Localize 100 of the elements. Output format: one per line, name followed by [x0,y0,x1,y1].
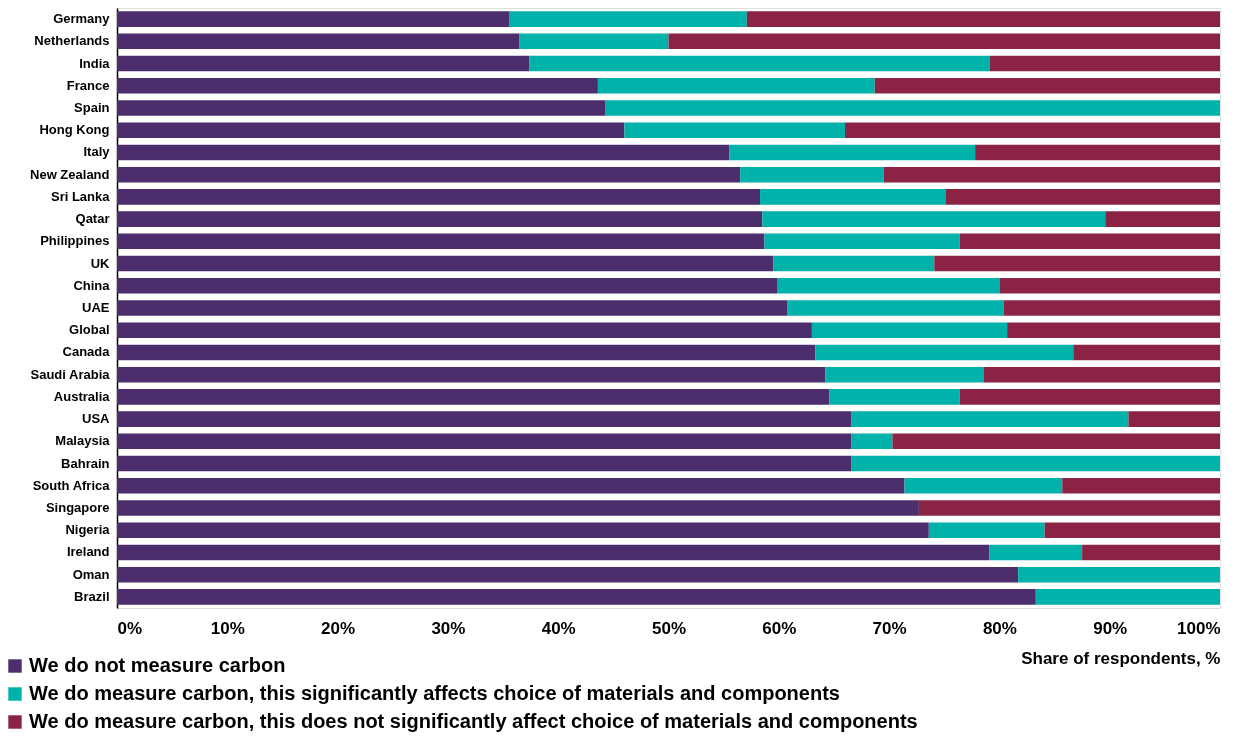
y-tick-label: India [79,55,111,71]
bar [1003,300,1220,316]
bar [928,522,1045,538]
bar [740,166,884,183]
bar [117,33,520,50]
bar [117,144,730,161]
bar [117,455,852,472]
y-tick-label: Global [69,322,110,338]
bar [117,389,830,405]
bar [117,278,778,294]
x-tick-label: 50% [651,618,687,638]
bar [1105,211,1220,227]
y-tick-label: Sri Lanka [50,188,111,204]
bar [1044,522,1220,538]
y-tick-label: Qatar [75,211,110,227]
y-tick-label: UK [90,255,111,271]
bar [851,455,1220,472]
bar [999,278,1220,294]
bar [519,33,669,50]
bar [874,78,1220,94]
bar [777,278,1000,294]
bar [117,366,826,383]
bar [746,11,1220,27]
x-tick-label: 40% [541,618,576,638]
x-tick-label: 100% [1177,618,1221,638]
legend-label: We do not measure carbon [29,654,286,676]
bar [851,411,1129,427]
x-tick-label: 60% [762,618,797,638]
y-tick-label: Ireland [66,544,110,560]
bar [764,233,960,250]
bar [1018,566,1220,583]
bar [117,433,852,450]
x-tick-label: 70% [872,618,907,638]
bar [117,478,905,494]
y-tick-label: Saudi Arabia [30,366,111,382]
bar [117,411,852,427]
y-tick-label: New Zealand [30,166,110,182]
y-tick-label: Spain [74,100,110,115]
bar [1062,478,1220,494]
bar [762,211,1106,227]
bar [117,122,625,138]
y-tick-label: Bahrain [61,455,110,471]
bar [117,300,788,316]
y-tick-label: Hong Kong [39,122,110,138]
bar [1007,322,1220,338]
x-axis-title: Share of respondents, % [1021,648,1221,668]
y-tick-label: UAE [82,300,110,315]
bar [624,122,845,138]
y-tick-label: Oman [72,566,110,582]
y-tick-label: Brazil [74,588,110,604]
bar [117,233,765,250]
bar [760,189,946,205]
bar [668,33,1220,50]
bar [597,78,875,94]
bar [773,255,935,272]
legend-label: We do measure carbon, this significantly affects choice of materials and components [29,682,840,704]
bar [975,144,1220,161]
bar [844,122,1220,138]
y-tick-label: Singapore [45,500,110,515]
bar [117,166,741,183]
bar [117,189,761,205]
bar [945,189,1220,205]
bar [825,366,984,383]
bar [117,344,816,361]
y-tick-label: South Africa [32,477,111,493]
y-tick-label: Netherlands [34,33,110,49]
bar [117,322,812,338]
y-tick-label: France [66,77,110,93]
bar [1128,411,1220,427]
bar [117,544,990,561]
bar [959,389,1220,405]
y-tick-label: Malaysia [55,433,111,449]
bar [729,144,976,161]
bar [509,11,747,27]
bar [904,478,1063,494]
y-tick-label: Australia [53,388,111,404]
x-tick-label: 20% [321,618,356,638]
bar [117,255,774,272]
y-tick-label: Philippines [40,233,110,249]
bar [605,100,1220,116]
bar [117,566,1019,583]
bar [851,433,893,450]
bar [1035,589,1220,605]
bar [117,589,1036,605]
y-tick-label: Germany [53,11,111,27]
y-tick-label: Nigeria [65,522,111,538]
y-tick-label: China [73,277,111,293]
bar [529,55,990,72]
bar [918,500,1220,516]
bar [829,389,960,405]
x-tick-label: 30% [431,618,466,638]
bar [892,433,1220,450]
x-tick-label: 80% [982,618,1017,638]
y-tick-label: USA [82,411,111,427]
bar [989,55,1220,72]
y-tick-label: Canada [62,344,111,360]
bar [983,366,1220,383]
bar [787,300,1004,316]
bar [815,344,1074,361]
bar [117,11,510,27]
